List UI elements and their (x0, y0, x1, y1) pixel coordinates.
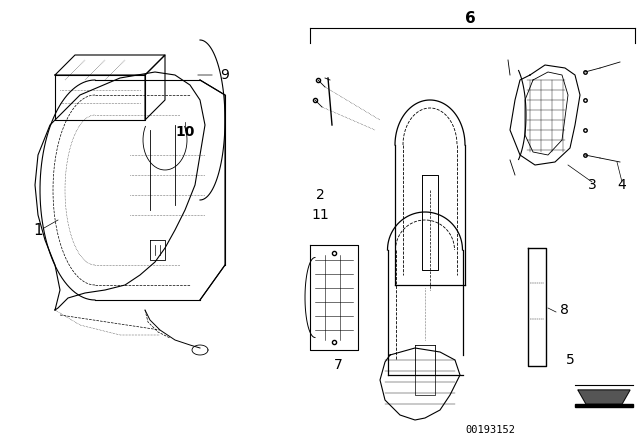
Polygon shape (578, 390, 630, 404)
Text: 2: 2 (316, 188, 324, 202)
Text: 8: 8 (560, 303, 569, 317)
Text: 4: 4 (618, 178, 627, 192)
Text: 3: 3 (588, 178, 596, 192)
Text: 1: 1 (33, 223, 43, 237)
Text: 7: 7 (333, 358, 342, 372)
Text: 00193152: 00193152 (465, 425, 515, 435)
Text: 5: 5 (566, 353, 574, 367)
Text: 9: 9 (220, 68, 229, 82)
Text: 6: 6 (465, 10, 476, 26)
Polygon shape (575, 404, 633, 407)
Text: 10: 10 (175, 125, 195, 139)
Text: 11: 11 (311, 208, 329, 222)
